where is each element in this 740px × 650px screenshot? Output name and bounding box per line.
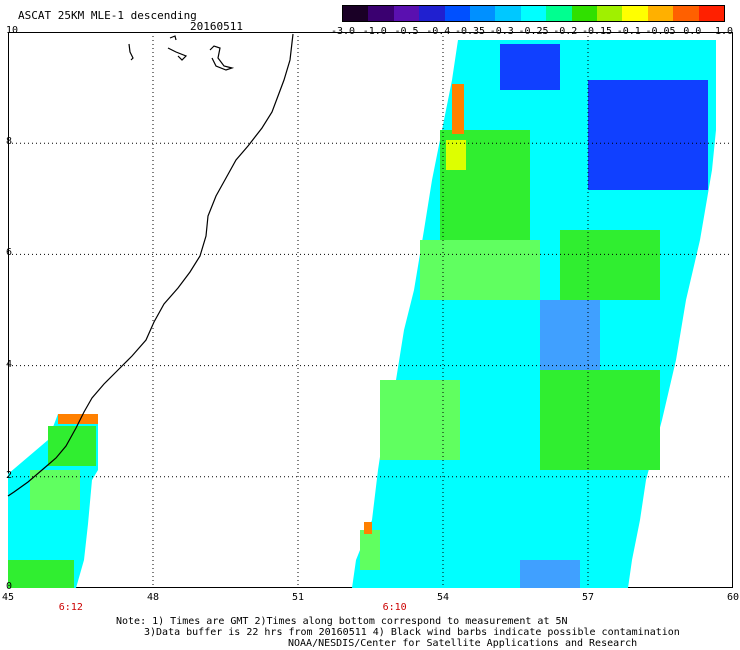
lat-lon-grid xyxy=(8,32,733,588)
y-tick-label: 4 xyxy=(6,358,13,370)
colorbar-tick-label: 0.0 xyxy=(683,26,702,37)
colorbar-tick-label: 1.0 xyxy=(714,26,734,37)
colorbar-tick-label: -0.05 xyxy=(645,26,676,37)
y-tick-label: 10 xyxy=(6,25,19,36)
y-tick-label: 6 xyxy=(6,247,13,259)
colorbar xyxy=(342,5,725,22)
orange-patch xyxy=(364,522,372,534)
map-date: 20160511 xyxy=(190,20,243,33)
x-tick-label: 60 xyxy=(726,592,740,603)
green-patch xyxy=(8,560,74,588)
colorbar-tick-label: -0.35 xyxy=(454,26,486,37)
colorbar-segment xyxy=(520,6,547,21)
green-patch xyxy=(560,230,660,300)
colorbar-segment xyxy=(622,6,649,21)
colorbar-segment xyxy=(571,6,598,21)
orange-patch xyxy=(452,84,464,134)
note-line-2: 3)Data buffer is 22 hrs from 20160511 4)… xyxy=(144,627,680,638)
colorbar-tick-label: -0.2 xyxy=(553,26,578,37)
time-label: 6:10 xyxy=(382,602,407,613)
x-tick-label: 57 xyxy=(581,592,595,603)
green-patch xyxy=(540,370,660,470)
colorbar-tick-label: -0.25 xyxy=(518,26,549,37)
green-patch xyxy=(380,380,460,460)
colorbar-segment xyxy=(444,6,471,21)
x-tick-label: 45 xyxy=(1,592,15,603)
map-title: ASCAT 25KM MLE-1 descending xyxy=(18,9,197,22)
colorbar-tick-label: -0.3 xyxy=(489,26,514,37)
blue-patch xyxy=(540,300,600,370)
blue-patch xyxy=(520,560,580,588)
colorbar-segment xyxy=(419,6,446,21)
colorbar-tick-label: -1.0 xyxy=(362,26,387,37)
colorbar-segment xyxy=(698,6,725,21)
colorbar-segment xyxy=(368,6,395,21)
note-line-3: NOAA/NESDIS/Center for Satellite Applica… xyxy=(288,638,638,649)
colorbar-tick-label: -3.0 xyxy=(330,26,356,37)
coastline xyxy=(7,33,294,497)
wind-swath xyxy=(8,40,716,588)
colorbar-tick-label: -0.15 xyxy=(581,26,613,37)
colorbar-segment xyxy=(546,6,573,21)
colorbar-tick-label: -0.1 xyxy=(616,26,641,37)
x-tick-label: 54 xyxy=(436,592,450,603)
colorbar-segment xyxy=(343,6,369,21)
y-tick-label: 2 xyxy=(6,469,13,481)
colorbar-segment xyxy=(647,6,674,21)
colorbar-segment xyxy=(673,6,700,21)
y-tick-label: 0 xyxy=(6,581,13,592)
y-tick-label: 8 xyxy=(6,136,13,148)
note-line-1: Note: 1) Times are GMT 2)Times along bot… xyxy=(116,616,568,627)
colorbar-segment xyxy=(597,6,623,21)
blue-patch xyxy=(588,80,708,190)
yellow-patch xyxy=(446,140,466,170)
colorbar-segment xyxy=(393,6,420,21)
time-label: 6:12 xyxy=(58,602,83,613)
green-patch xyxy=(360,530,380,570)
islands xyxy=(128,35,235,71)
x-tick-label: 51 xyxy=(291,592,305,603)
colorbar-tick-label: -0.4 xyxy=(426,26,451,37)
colorbar-segment xyxy=(495,6,522,21)
x-tick-label: 48 xyxy=(146,592,160,603)
colorbar-tick-label: -0.5 xyxy=(394,26,419,37)
green-patch xyxy=(48,426,96,466)
orange-patch xyxy=(58,414,98,424)
colorbar-segment xyxy=(470,6,496,21)
green-patch xyxy=(30,470,80,510)
green-patch xyxy=(420,240,540,300)
blue-patch xyxy=(500,44,560,90)
